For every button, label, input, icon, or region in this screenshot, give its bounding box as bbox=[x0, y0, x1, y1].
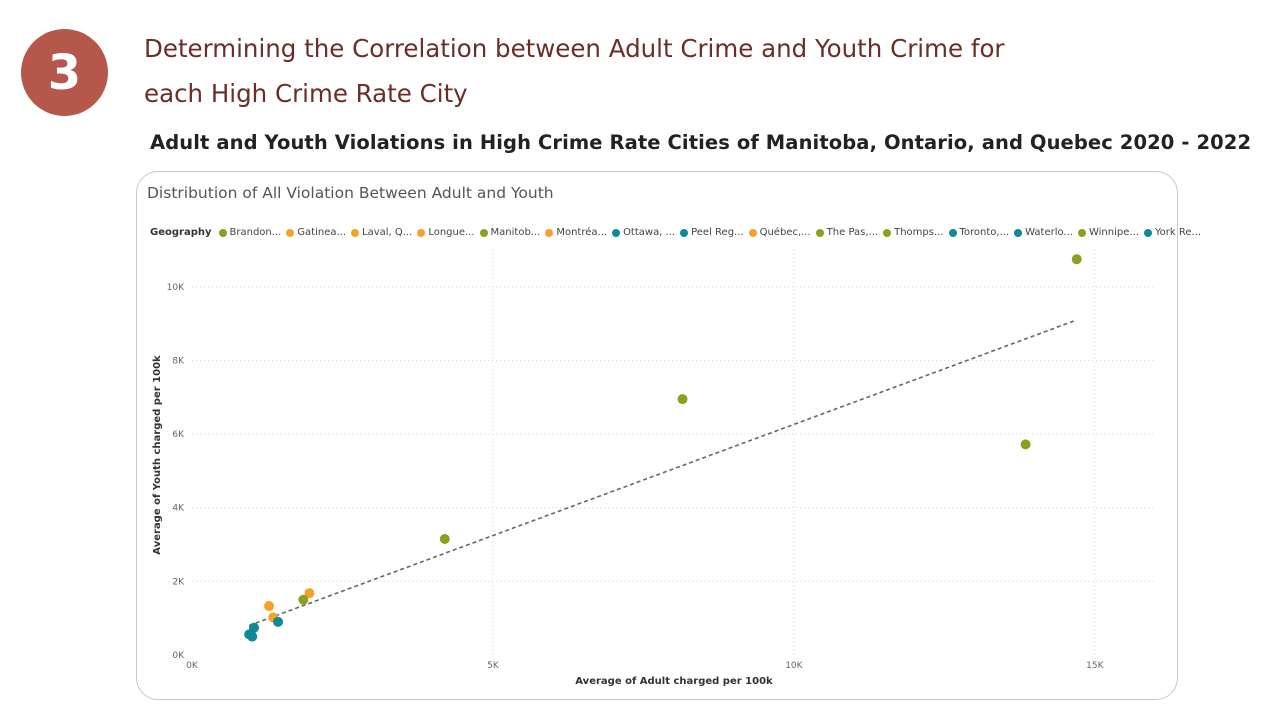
chart-legend: Geography Brandon... Gatinea... Laval, Q..… bbox=[150, 227, 1206, 238]
legend-item[interactable]: Brandon... bbox=[218, 227, 282, 238]
legend-item[interactable]: Québec,... bbox=[748, 227, 811, 238]
legend-item[interactable]: The Pas,... bbox=[815, 227, 879, 238]
legend-label: Laval, Q... bbox=[362, 227, 413, 238]
legend-item[interactable]: Thomps... bbox=[883, 227, 944, 238]
legend-item[interactable]: Longue... bbox=[417, 227, 475, 238]
legend-item[interactable]: Laval, Q... bbox=[351, 227, 412, 238]
legend-label: The Pas,... bbox=[826, 227, 879, 238]
data-point[interactable] bbox=[247, 631, 258, 642]
y-tick-label: 10K bbox=[167, 283, 185, 293]
slide-title: Determining the Correlation between Adul… bbox=[144, 26, 1044, 116]
x-tick-label: 5K bbox=[487, 661, 500, 671]
data-point[interactable] bbox=[298, 594, 309, 605]
legend-dot bbox=[479, 228, 488, 237]
legend-label: Québec,... bbox=[759, 227, 811, 238]
data-point[interactable] bbox=[1020, 439, 1031, 450]
y-tick-label: 8K bbox=[172, 356, 185, 366]
legend-title: Geography bbox=[150, 227, 212, 238]
legend-label: Peel Reg... bbox=[691, 227, 744, 238]
slide-title-line-2: each High Crime Rate City bbox=[144, 79, 468, 108]
legend-dot bbox=[1014, 228, 1023, 237]
trend-layer bbox=[248, 319, 1078, 627]
legend-dot bbox=[545, 228, 554, 237]
report-title: Adult and Youth Violations in High Crime… bbox=[150, 131, 1252, 154]
legend-item[interactable]: York Re... bbox=[1143, 227, 1202, 238]
y-tick-label: 2K bbox=[172, 577, 185, 587]
x-tick-label: 15K bbox=[1086, 661, 1104, 671]
legend-dot bbox=[218, 228, 227, 237]
legend-item[interactable]: Winnipe... bbox=[1077, 227, 1139, 238]
data-point[interactable] bbox=[264, 601, 275, 612]
y-tick-label: 0K bbox=[172, 651, 185, 661]
legend-item[interactable]: Toronto,... bbox=[948, 227, 1010, 238]
x-tick-label: 10K bbox=[785, 661, 803, 671]
legend-items: Brandon... Gatinea... Laval, Q... Longue...… bbox=[218, 227, 1207, 238]
legend-dot bbox=[351, 228, 360, 237]
legend-dot bbox=[748, 228, 757, 237]
legend-label: Montréa... bbox=[556, 227, 608, 238]
slide-title-line-1: Determining the Correlation between Adul… bbox=[144, 34, 1005, 63]
legend-label: York Re... bbox=[1154, 227, 1202, 238]
legend-item[interactable]: Ottawa, ... bbox=[612, 227, 675, 238]
legend-dot bbox=[948, 228, 957, 237]
x-tick-label: 0K bbox=[186, 661, 199, 671]
legend-label: Toronto,... bbox=[959, 227, 1010, 238]
legend-dot bbox=[417, 228, 426, 237]
legend-item[interactable]: Gatinea... bbox=[286, 227, 346, 238]
data-point[interactable] bbox=[1071, 254, 1082, 265]
data-point[interactable] bbox=[677, 394, 688, 405]
legend-label: Longue... bbox=[428, 227, 475, 238]
x-axis-label: Average of Adult charged per 100k bbox=[575, 676, 773, 687]
legend-item[interactable]: Waterlo... bbox=[1014, 227, 1073, 238]
legend-dot bbox=[815, 228, 824, 237]
data-point[interactable] bbox=[304, 588, 315, 599]
legend-label: Thomps... bbox=[894, 227, 944, 238]
legend-item[interactable]: Manitob... bbox=[479, 227, 541, 238]
legend-label: Manitob... bbox=[490, 227, 541, 238]
chart-title: Distribution of All Violation Between Ad… bbox=[147, 184, 554, 202]
step-number-badge: 3 bbox=[21, 29, 108, 116]
tick-labels: 0K 2K 4K 6K 8K 10K 0K 5K 10K 15K bbox=[167, 283, 1105, 671]
legend-dot bbox=[883, 228, 892, 237]
trend-line bbox=[248, 319, 1078, 627]
legend-label: Gatinea... bbox=[297, 227, 347, 238]
legend-item[interactable]: Montréa... bbox=[545, 227, 607, 238]
legend-dot bbox=[612, 228, 621, 237]
grid-layer bbox=[192, 250, 1155, 655]
y-tick-label: 6K bbox=[172, 430, 185, 440]
chart-card bbox=[136, 171, 1178, 700]
legend-label: Brandon... bbox=[229, 227, 282, 238]
legend-label: Ottawa, ... bbox=[623, 227, 676, 238]
y-tick-label: 4K bbox=[172, 504, 185, 514]
legend-dot bbox=[680, 228, 689, 237]
points-layer bbox=[244, 254, 1082, 642]
data-point[interactable] bbox=[273, 616, 284, 627]
legend-dot bbox=[286, 228, 295, 237]
legend-dot bbox=[1077, 228, 1086, 237]
legend-item[interactable]: Peel Reg... bbox=[680, 227, 744, 238]
legend-label: Waterlo... bbox=[1025, 227, 1073, 238]
y-axis-label: Average of Youth charged per 100k bbox=[152, 355, 163, 555]
legend-dot bbox=[1143, 228, 1152, 237]
data-point[interactable] bbox=[439, 534, 450, 545]
legend-label: Winnipe... bbox=[1088, 227, 1139, 238]
